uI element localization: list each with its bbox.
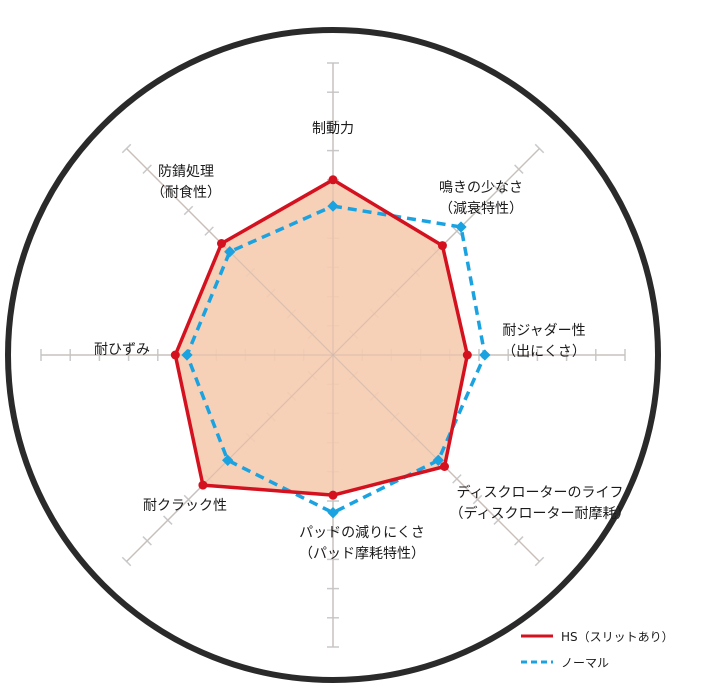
axis-tick <box>121 556 132 567</box>
series-line-normal <box>185 204 487 515</box>
axis-label-line: （パッド摩耗特性） <box>299 545 425 562</box>
point-hs-rust <box>217 239 227 249</box>
axis-label-line: （ディスクローター耐摩耗） <box>449 505 630 522</box>
radar-series <box>41 63 625 647</box>
point-hs-judder <box>462 350 472 360</box>
axis-tick <box>534 143 545 154</box>
axis-label-line: （耐食性） <box>151 184 221 201</box>
axis-label-line: 鳴きの少なさ <box>439 180 523 196</box>
axis-label-line: ディスクローターのライフ <box>456 484 623 501</box>
point-normal-judder <box>479 349 491 361</box>
point-normal-noise <box>455 221 467 233</box>
point-normal-rust <box>224 246 236 258</box>
point-hs-noise <box>437 241 447 251</box>
legend-label-hs: HS（スリットあり） <box>561 630 674 644</box>
point-hs-disc-life <box>439 461 449 471</box>
axis-label-disc-life: ディスクローターのライフ （ディスクローター耐摩耗） <box>449 484 630 522</box>
point-normal-distortion <box>181 349 193 361</box>
outer-ring <box>5 27 661 683</box>
legend-label-normal: ノーマル <box>561 656 609 670</box>
legend: HS（スリットあり） ノーマル <box>521 630 674 670</box>
point-hs-pad-wear <box>328 490 338 500</box>
axis-tick <box>121 143 132 154</box>
point-hs-braking <box>328 175 338 185</box>
axis-label-line: 耐クラック性 <box>143 498 227 514</box>
point-normal-pad-wear <box>327 507 339 519</box>
point-normal-disc-life <box>432 454 444 466</box>
axis-label-pad-wear: パッドの減りにくさ （パッド摩耗特性） <box>299 524 425 562</box>
axis-label-judder: 耐ジャダー性 （出にくさ） <box>502 323 586 360</box>
axis-label-crack: 耐クラック性 <box>143 498 227 514</box>
axis-label-line: 耐ひずみ <box>94 342 150 358</box>
axis-tick <box>534 556 545 567</box>
axis-label-line: （減衰特性） <box>439 200 523 217</box>
axis-label-line: 防錆処理 <box>158 163 214 180</box>
axis-label-line: （出にくさ） <box>502 344 586 360</box>
axis-line-overlay <box>332 148 540 356</box>
point-normal-braking <box>327 200 339 212</box>
axis-label-line: 耐ジャダー性 <box>502 323 585 339</box>
axis-label-line: パッドの減りにくさ <box>299 524 425 541</box>
point-hs-crack <box>198 480 208 490</box>
series-fill-hs <box>175 179 468 496</box>
axis-label-braking: 制動力 <box>312 121 354 137</box>
point-normal-crack <box>222 454 234 466</box>
axis-label-line: 制動力 <box>312 121 354 137</box>
axis-label-distortion: 耐ひずみ <box>94 342 150 358</box>
axis-label-rust: 防錆処理 （耐食性） <box>151 163 221 201</box>
point-hs-distortion <box>170 350 180 360</box>
axis-label-noise: 鳴きの少なさ （減衰特性） <box>439 180 523 217</box>
